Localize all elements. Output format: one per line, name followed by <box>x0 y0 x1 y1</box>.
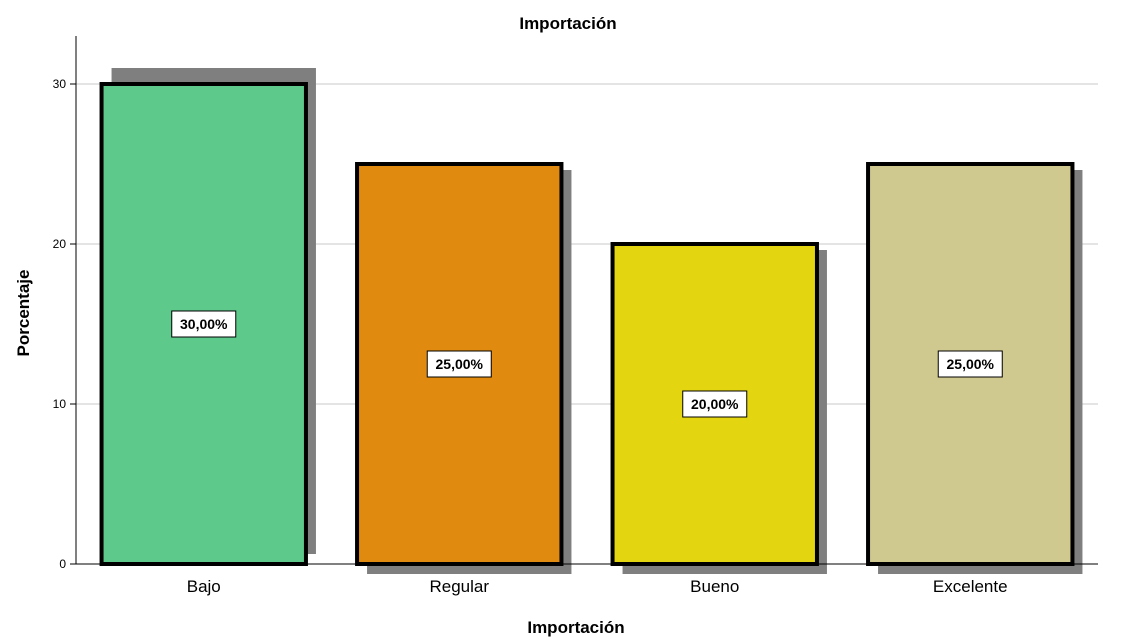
chart-title: Importación <box>519 14 616 33</box>
data-label: 25,00% <box>947 356 995 372</box>
x-tick-labels: Bajo Regular Bueno Excelente <box>187 577 1008 596</box>
data-label-box <box>171 310 237 338</box>
y-axis-title: Porcentaje <box>14 270 33 357</box>
y-tick-label: 10 <box>53 397 67 411</box>
axes <box>75 36 1098 565</box>
data-label-box <box>426 350 492 378</box>
x-axis-title: Importación <box>527 618 624 637</box>
data-label-box <box>682 390 748 418</box>
y-tick-label: 20 <box>53 237 67 251</box>
data-label: 20,00% <box>691 396 739 412</box>
y-tick-label: 30 <box>53 77 67 91</box>
data-label-box <box>937 350 1003 378</box>
data-label: 25,00% <box>436 356 484 372</box>
data-label: 30,00% <box>180 316 228 332</box>
bars <box>99 68 1083 574</box>
x-tick-label: Excelente <box>933 577 1008 596</box>
x-tick-label: Regular <box>429 577 489 596</box>
data-labels: 30,00% 25,00% 20,00% 25,00% <box>171 310 1003 418</box>
bar <box>610 242 819 566</box>
y-tick-labels: 0 10 20 30 <box>53 77 76 571</box>
y-tick-label: 0 <box>59 557 66 571</box>
x-tick-label: Bajo <box>187 577 221 596</box>
x-tick-label: Bueno <box>690 577 739 596</box>
